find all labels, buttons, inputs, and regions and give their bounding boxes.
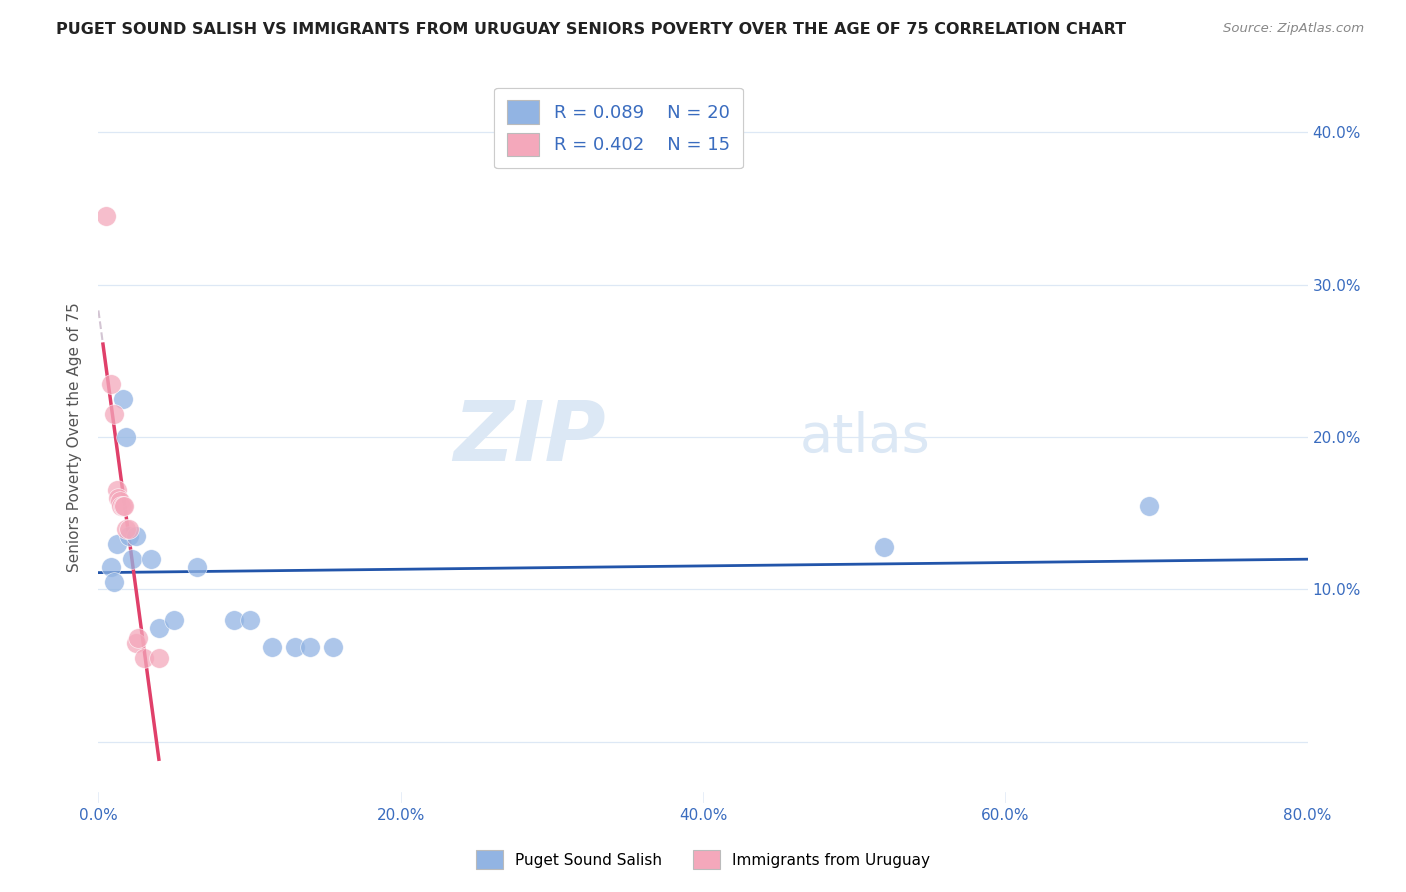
Legend: R = 0.089    N = 20, R = 0.402    N = 15: R = 0.089 N = 20, R = 0.402 N = 15 [494, 87, 742, 169]
Point [111, 499, 134, 513]
Point [100, 376, 122, 391]
Point [127, 632, 149, 646]
Point [322, 640, 344, 655]
Point [114, 430, 136, 444]
Text: ZIP: ZIP [454, 397, 606, 477]
Legend: Puget Sound Salish, Immigrants from Uruguay: Puget Sound Salish, Immigrants from Urug… [470, 844, 936, 875]
Point [105, 537, 128, 551]
Point [299, 640, 322, 655]
Point [111, 392, 134, 406]
Point [107, 491, 129, 505]
Text: PUGET SOUND SALISH VS IMMIGRANTS FROM URUGUAY SENIORS POVERTY OVER THE AGE OF 75: PUGET SOUND SALISH VS IMMIGRANTS FROM UR… [56, 22, 1126, 37]
Point [148, 651, 170, 665]
Point [132, 651, 155, 665]
Point [239, 613, 262, 627]
Y-axis label: Seniors Poverty Over the Age of 75: Seniors Poverty Over the Age of 75 [67, 302, 83, 572]
Point [94, 209, 117, 223]
Point [125, 636, 148, 650]
Point [873, 540, 896, 554]
Point [112, 499, 135, 513]
Text: atlas: atlas [800, 411, 931, 463]
Point [118, 529, 141, 543]
Point [114, 521, 136, 535]
Point [284, 640, 307, 655]
Point [105, 483, 128, 498]
Point [148, 621, 170, 635]
Point [118, 521, 141, 535]
Point [121, 552, 143, 566]
Point [108, 494, 131, 508]
Point [103, 574, 125, 589]
Point [141, 552, 163, 566]
Point [186, 559, 208, 574]
Point [103, 407, 125, 421]
Point [125, 529, 148, 543]
Point [262, 640, 284, 655]
Text: Source: ZipAtlas.com: Source: ZipAtlas.com [1223, 22, 1364, 36]
Point [1137, 499, 1160, 513]
Point [110, 499, 132, 513]
Point [100, 559, 122, 574]
Point [224, 613, 246, 627]
Point [163, 613, 186, 627]
